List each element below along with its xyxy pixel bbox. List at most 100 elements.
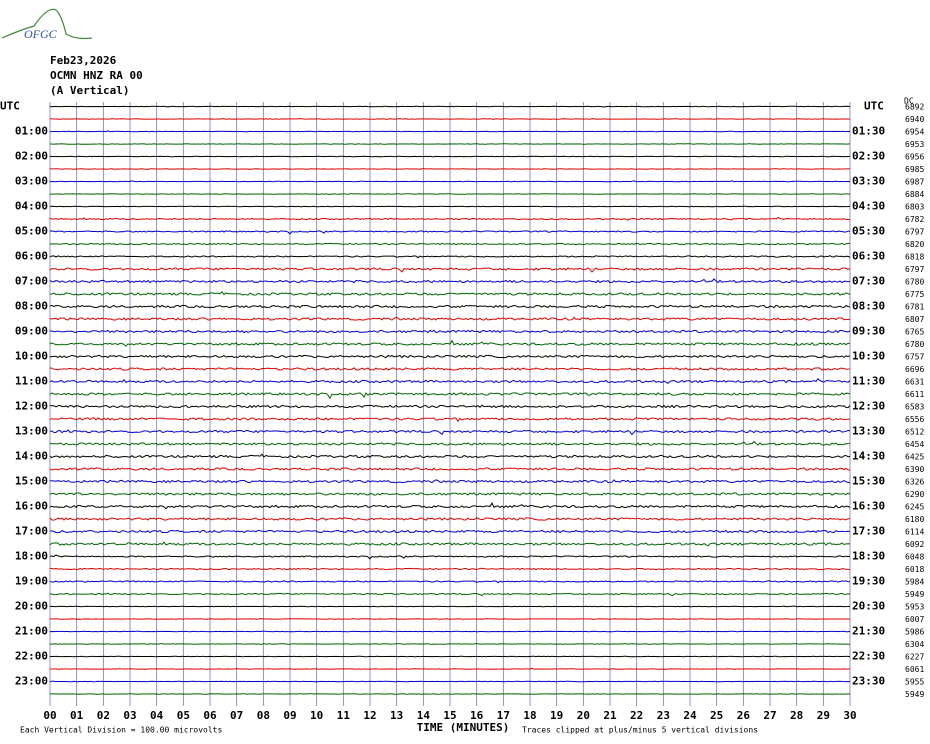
- left-hour-label: 20:00: [15, 600, 48, 613]
- dc-value: 6048: [905, 553, 924, 562]
- x-tick-label: 27: [763, 709, 776, 722]
- dc-value: 6797: [905, 265, 924, 274]
- left-hour-label: UTC: [0, 100, 20, 113]
- x-tick-label: 11: [337, 709, 351, 722]
- left-hour-label: 10:00: [15, 350, 48, 363]
- logo: OFGC: [1, 8, 93, 41]
- x-tick-label: 18: [523, 709, 536, 722]
- right-hour-label: 07:30: [852, 275, 885, 288]
- left-hour-label: 16:00: [15, 500, 48, 513]
- right-hour-label: 02:30: [852, 150, 885, 163]
- footnote: Traces clipped at plus/minus 5 vertical …: [522, 726, 758, 735]
- x-tick-label: 17: [497, 709, 510, 722]
- x-tick-label: 02: [97, 709, 110, 722]
- trace: [49, 580, 851, 584]
- x-tick-label: 21: [603, 709, 617, 722]
- x-tick-label: 04: [150, 709, 164, 722]
- trace: [49, 267, 851, 273]
- x-tick-label: 15: [443, 709, 456, 722]
- trace: [49, 339, 851, 347]
- left-hour-label: 11:00: [15, 375, 48, 388]
- x-tick-label: 06: [203, 709, 217, 722]
- grid: [49, 102, 851, 706]
- x-tick-label: 13: [390, 709, 403, 722]
- dc-value: 6007: [905, 615, 924, 624]
- dc-value: 6765: [905, 328, 924, 337]
- dc-value: 6820: [905, 240, 924, 249]
- trace: [50, 130, 851, 133]
- logo-curve: [1, 8, 93, 40]
- trace: [49, 643, 851, 645]
- x-tick-label: 30: [843, 709, 856, 722]
- dc-value: 5953: [905, 603, 924, 612]
- right-hour-label: 01:30: [852, 125, 885, 138]
- dc-value: 6390: [905, 465, 924, 474]
- labels: 00 01 02 03 04 05 06 07 08 09 10 11 12 13 14 15 16 17 18 19…: [0, 100, 924, 723]
- x-tick-label: 10: [310, 709, 323, 722]
- left-hour-label: 22:00: [15, 650, 48, 663]
- right-hour-label: 20:30: [852, 600, 885, 613]
- trace: [49, 230, 851, 235]
- x-tick-label: 09: [283, 709, 296, 722]
- trace: [49, 168, 850, 170]
- left-hour-label: 17:00: [15, 525, 48, 538]
- trace: [50, 329, 851, 334]
- right-hour-label: 05:30: [852, 225, 885, 238]
- dc-value: 6953: [905, 140, 924, 149]
- right-hour-label: 15:30: [852, 475, 885, 488]
- dc-value: 6611: [905, 390, 924, 399]
- station: OCMN HNZ RA 00: [50, 69, 143, 82]
- left-hour-label: 13:00: [15, 425, 48, 438]
- trace: [49, 554, 851, 560]
- right-hour-label: 09:30: [852, 325, 885, 338]
- left-hour-label: 07:00: [15, 275, 48, 288]
- left-hour-label: 01:00: [15, 125, 48, 138]
- dc-value: 6631: [905, 378, 924, 387]
- right-hour-label: 04:30: [852, 200, 885, 213]
- dc-value: 6556: [905, 415, 924, 424]
- trace: [49, 255, 851, 259]
- dc-value: 6326: [905, 478, 924, 487]
- x-tick-label: 16: [470, 709, 484, 722]
- left-hour-label: 08:00: [15, 300, 48, 313]
- dc-value: 6803: [905, 203, 924, 212]
- trace: [49, 618, 850, 620]
- x-tick-label: 14: [417, 709, 431, 722]
- dc-label: DC: [904, 97, 914, 106]
- left-hour-label: 05:00: [15, 225, 48, 238]
- right-hour-label: 08:30: [852, 300, 885, 313]
- trace: [49, 180, 851, 183]
- trace: [50, 529, 851, 534]
- dc-value: 6884: [905, 190, 924, 199]
- trace: [49, 502, 851, 510]
- dc-value: 6775: [905, 290, 924, 299]
- trace: [49, 492, 851, 496]
- right-hour-label: 18:30: [852, 550, 885, 563]
- x-tick-label: 23: [657, 709, 670, 722]
- trace: [49, 541, 851, 547]
- dc-value: 6512: [905, 428, 924, 437]
- dc-value: 6985: [905, 165, 924, 174]
- component: (A Vertical): [50, 84, 129, 97]
- dc-value: 6245: [905, 503, 924, 512]
- left-hour-label: 14:00: [15, 450, 48, 463]
- dc-value: 6454: [905, 440, 924, 449]
- left-hour-label: 12:00: [15, 400, 48, 413]
- trace: [49, 242, 851, 246]
- right-hour-label: 16:30: [852, 500, 885, 513]
- dc-value: 6227: [905, 653, 924, 662]
- trace: [49, 354, 851, 359]
- trace: [49, 291, 851, 296]
- left-hour-label: 04:00: [15, 200, 48, 213]
- left-hour-label: 18:00: [15, 550, 48, 563]
- dc-value: 6304: [905, 640, 924, 649]
- right-hour-label: UTC: [864, 100, 884, 113]
- dc-value: 6114: [905, 528, 924, 537]
- dc-value: 6807: [905, 315, 924, 324]
- trace: [49, 467, 851, 472]
- dc-value: 6940: [905, 115, 924, 124]
- traces: [49, 105, 851, 695]
- x-tick-label: 05: [177, 709, 190, 722]
- right-hour-label: 06:30: [852, 250, 885, 263]
